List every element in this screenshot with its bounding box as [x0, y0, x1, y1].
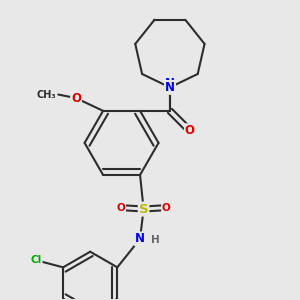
Text: H: H — [151, 235, 160, 245]
Text: O: O — [185, 124, 195, 137]
Text: O: O — [162, 202, 171, 213]
Text: CH₃: CH₃ — [37, 89, 56, 100]
Text: S: S — [139, 202, 148, 215]
Text: N: N — [135, 232, 145, 245]
Text: N: N — [165, 81, 175, 94]
Text: O: O — [116, 202, 125, 213]
Text: O: O — [71, 92, 81, 105]
Text: Cl: Cl — [31, 255, 42, 265]
Text: N: N — [165, 77, 175, 90]
